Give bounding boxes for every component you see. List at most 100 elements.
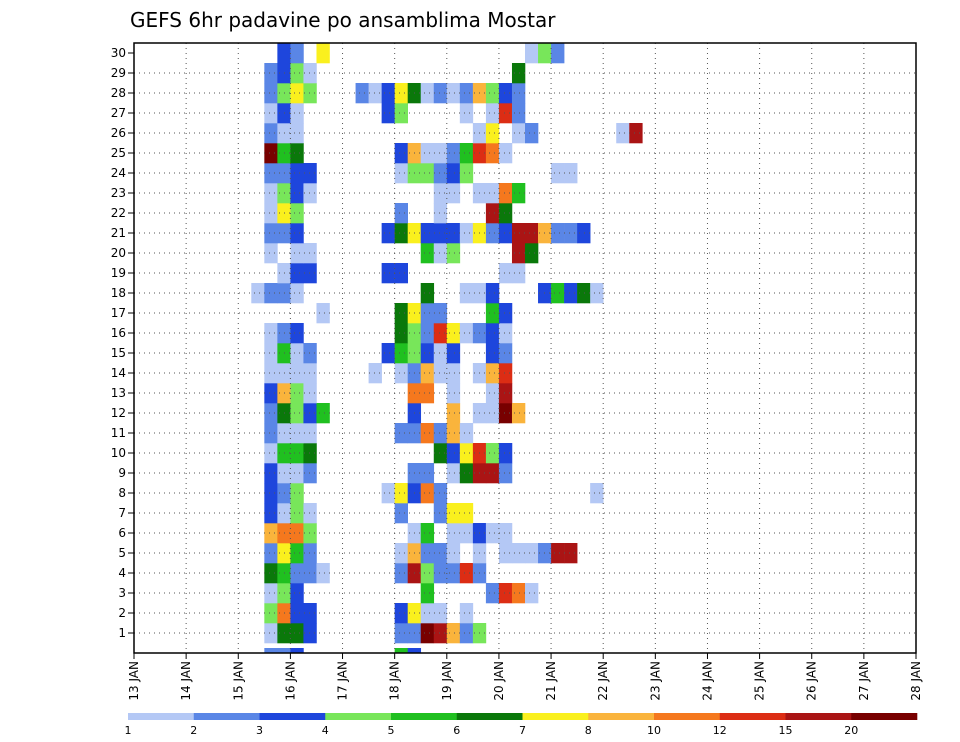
heatmap-cell bbox=[264, 83, 278, 104]
heatmap-cell bbox=[277, 648, 291, 654]
colorbar-label: 12 bbox=[713, 724, 727, 737]
heatmap-cell bbox=[264, 583, 278, 604]
y-tick-label: 20 bbox=[111, 246, 126, 260]
heatmap-cell bbox=[498, 363, 513, 384]
heatmap-cell bbox=[290, 163, 304, 184]
heatmap-cell bbox=[433, 243, 448, 264]
colorbar-label: 8 bbox=[585, 724, 592, 737]
heatmap-cell bbox=[264, 283, 278, 304]
heatmap-cell bbox=[264, 243, 278, 264]
heatmap-cell bbox=[264, 63, 278, 84]
heatmap-cell bbox=[290, 243, 304, 264]
heatmap-cell bbox=[303, 63, 317, 84]
heatmap-cell bbox=[251, 283, 265, 304]
heatmap-cell bbox=[394, 323, 408, 344]
heatmap-cell bbox=[551, 543, 565, 564]
y-tick-label: 26 bbox=[111, 126, 126, 140]
colorbar-segment bbox=[325, 713, 392, 720]
heatmap-cell bbox=[590, 283, 604, 304]
y-tick-label: 1 bbox=[118, 626, 126, 640]
heatmap-cell bbox=[394, 303, 408, 324]
heatmap-cell bbox=[459, 423, 474, 444]
heatmap-cell bbox=[485, 223, 500, 244]
x-tick-label: 17 JAN bbox=[336, 661, 350, 701]
heatmap-cell bbox=[277, 43, 291, 64]
y-tick-label: 11 bbox=[111, 426, 126, 440]
heatmap-cell bbox=[303, 363, 317, 384]
y-tick-label: 7 bbox=[118, 506, 126, 520]
x-tick-label: 25 JAN bbox=[753, 661, 767, 701]
heatmap-cell bbox=[407, 648, 422, 654]
heatmap-cell bbox=[433, 323, 448, 344]
y-tick-label: 29 bbox=[111, 66, 126, 80]
heatmap-cell bbox=[459, 443, 474, 464]
heatmap-cell bbox=[368, 363, 382, 384]
x-tick-label: 21 JAN bbox=[544, 661, 558, 701]
heatmap-cell bbox=[433, 543, 448, 564]
x-tick-label: 13 JAN bbox=[127, 661, 141, 701]
heatmap-cell bbox=[511, 103, 526, 124]
heatmap-cell bbox=[433, 563, 448, 584]
y-tick-label: 4 bbox=[118, 566, 126, 580]
heatmap-cell bbox=[433, 623, 448, 644]
heatmap-cell bbox=[264, 403, 278, 424]
heatmap-cell bbox=[485, 403, 500, 424]
heatmap-cell bbox=[446, 343, 461, 364]
heatmap-cell bbox=[264, 163, 278, 184]
heatmap-cell bbox=[420, 143, 435, 164]
y-tick-label: 5 bbox=[118, 546, 126, 560]
heatmap-cell bbox=[420, 323, 435, 344]
heatmap-cell bbox=[459, 523, 474, 544]
heatmap-cell bbox=[303, 183, 317, 204]
y-tick-label: 3 bbox=[118, 586, 126, 600]
heatmap-cell bbox=[394, 603, 408, 624]
heatmap-cell bbox=[264, 503, 278, 524]
heatmap-cell bbox=[446, 563, 461, 584]
colorbar-segment bbox=[588, 713, 655, 720]
heatmap-cell bbox=[290, 83, 304, 104]
x-tick-label: 20 JAN bbox=[492, 661, 506, 701]
colorbar-label: 15 bbox=[779, 724, 793, 737]
heatmap-cell bbox=[485, 123, 500, 144]
heatmap-cell bbox=[394, 543, 408, 564]
heatmap-cell bbox=[459, 83, 474, 104]
heatmap-cell bbox=[290, 123, 304, 144]
heatmap-cell bbox=[538, 43, 552, 64]
heatmap-cell bbox=[394, 483, 408, 504]
heatmap-cell bbox=[303, 383, 317, 404]
y-tick-label: 16 bbox=[111, 326, 126, 340]
heatmap-cell bbox=[446, 243, 461, 264]
heatmap-cell bbox=[420, 483, 435, 504]
heatmap-cell bbox=[420, 223, 435, 244]
heatmap-cell bbox=[420, 163, 435, 184]
heatmap-cell bbox=[511, 403, 526, 424]
heatmap-cell bbox=[303, 603, 317, 624]
heatmap-cell bbox=[264, 483, 278, 504]
heatmap-cell bbox=[498, 203, 513, 224]
heatmap-cell bbox=[264, 103, 278, 124]
heatmap-cell bbox=[290, 423, 304, 444]
heatmap-cell bbox=[564, 163, 578, 184]
heatmap-cell bbox=[446, 443, 461, 464]
heatmap-cell bbox=[525, 543, 539, 564]
heatmap-cell bbox=[459, 103, 474, 124]
y-tick-label: 17 bbox=[111, 306, 126, 320]
heatmap-cell bbox=[264, 443, 278, 464]
heatmap-cell bbox=[446, 503, 461, 524]
colorbar-segment bbox=[259, 713, 326, 720]
heatmap-cell bbox=[290, 463, 304, 484]
grid-lines bbox=[134, 43, 916, 653]
heatmap-cell bbox=[446, 143, 461, 164]
heatmap-cell bbox=[264, 323, 278, 344]
colorbar-label: 2 bbox=[190, 724, 197, 737]
colorbar-label: 4 bbox=[322, 724, 329, 737]
heatmap-cell bbox=[420, 303, 435, 324]
heatmap-cell bbox=[577, 283, 591, 304]
heatmap-cell bbox=[355, 83, 369, 104]
x-tick-label: 23 JAN bbox=[648, 661, 662, 701]
heatmap-cell bbox=[420, 363, 435, 384]
heatmap-cell bbox=[485, 323, 500, 344]
heatmap-cell bbox=[564, 543, 578, 564]
heatmap-cell bbox=[511, 263, 526, 284]
